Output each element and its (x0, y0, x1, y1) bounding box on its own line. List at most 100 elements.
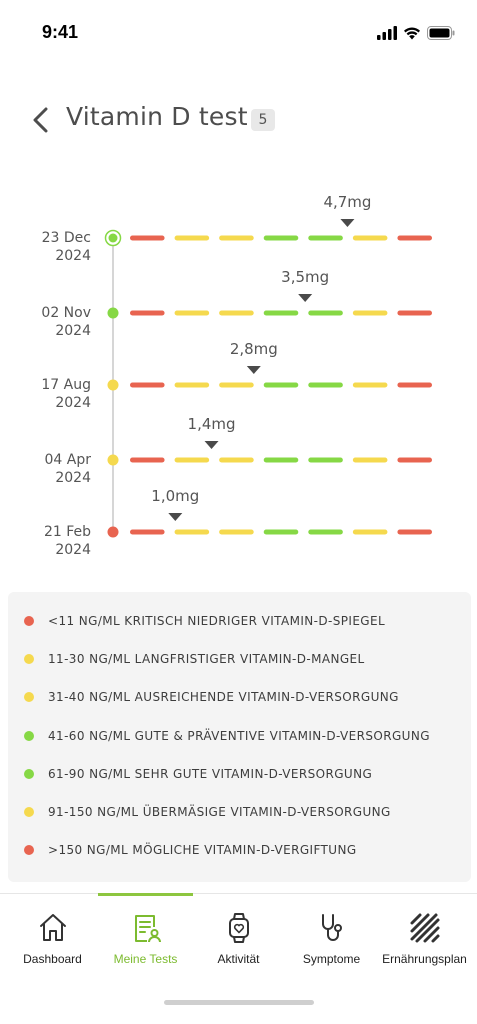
legend-text: <11 NG/ML KRITISCH NIEDRIGER VITAMIN-D-S… (48, 614, 386, 628)
timeline-node (108, 233, 118, 243)
tab-aktivitaet[interactable]: Aktivität (191, 894, 286, 974)
scale-segment-yellow (174, 235, 210, 241)
scale-segment-yellow (174, 310, 210, 316)
test-date: 21 Feb 2024 (31, 523, 91, 559)
tab-symptome[interactable]: Symptome (284, 894, 379, 974)
tab-label: Meine Tests (113, 952, 178, 966)
legend-item: 11-30 NG/ML LANGFRISTIGER VITAMIN-D-MANG… (24, 649, 365, 669)
smartwatch-icon (228, 913, 249, 943)
status-icons (377, 26, 455, 40)
scale-segment-yellow (352, 457, 388, 463)
value-pointer (298, 294, 313, 302)
test-date-year: 2024 (55, 470, 91, 486)
test-date-day: 21 Feb (43, 524, 91, 540)
legend-text: 91-150 NG/ML ÜBERMÄSIGE VITAMIN-D-VERSOR… (48, 805, 391, 819)
test-row[interactable] (107, 513, 433, 538)
tab-label: Dashboard (23, 952, 82, 966)
legend-item: 91-150 NG/ML ÜBERMÄSIGE VITAMIN-D-VERSOR… (24, 802, 391, 822)
nutrition-plan-icon (410, 913, 439, 943)
scale-segment-yellow (352, 235, 388, 241)
test-date-day: 04 Apr (44, 452, 91, 468)
legend-dot (24, 807, 34, 817)
test-value: 3,5mg (281, 268, 330, 286)
legend-text: 11-30 NG/ML LANGFRISTIGER VITAMIN-D-MANG… (48, 652, 365, 667)
scale-segment-yellow (174, 529, 210, 535)
test-date-year: 2024 (55, 542, 91, 558)
legend-item: 61-90 NG/ML SEHR GUTE VITAMIN-D-VERSORGU… (24, 764, 372, 784)
status-time: 9:41 (42, 22, 79, 42)
test-value: 1,4mg (187, 415, 236, 433)
scale-segment-yellow (352, 310, 388, 316)
tab-dashboard[interactable]: Dashboard (5, 894, 100, 974)
scale-segment-green (308, 310, 343, 316)
back-button[interactable] (30, 106, 54, 134)
test-date: 17 Aug 2024 (31, 376, 91, 412)
scale-segment-red (130, 235, 165, 241)
scale-segment-green (263, 529, 299, 535)
test-date-year: 2024 (55, 248, 91, 264)
test-value: 2,8mg (229, 340, 278, 358)
test-report-icon (134, 915, 161, 943)
scale-segment-green (308, 382, 343, 388)
scale-segment-green (308, 457, 343, 463)
scale-segment-red (397, 310, 432, 316)
tab-meine-tests[interactable]: Meine Tests (98, 893, 193, 974)
scale-segment-green (263, 457, 299, 463)
timeline-graphic (104, 219, 433, 538)
tab-label: Ernährungsplan (382, 952, 467, 966)
test-row[interactable] (104, 219, 433, 247)
scale-segment-yellow (174, 382, 210, 388)
scale-segment-yellow (219, 529, 254, 535)
legend-dot (24, 768, 34, 779)
test-date-year: 2024 (55, 323, 91, 339)
scale-segment-red (130, 529, 165, 535)
range-legend: <11 NG/ML KRITISCH NIEDRIGER VITAMIN-D-S… (8, 592, 471, 882)
timeline-node (107, 379, 119, 391)
scale-segment-red (130, 382, 165, 388)
wifi-icon (404, 27, 420, 40)
test-count-badge: 5 (251, 109, 275, 131)
battery-icon (427, 26, 455, 40)
scale-segment-green (263, 382, 299, 388)
legend-text: 61-90 NG/ML SEHR GUTE VITAMIN-D-VERSORGU… (48, 766, 373, 781)
scale-segment-red (397, 382, 432, 388)
home-icon (39, 914, 66, 941)
legend-dot (24, 654, 34, 665)
scale-segment-yellow (219, 310, 254, 316)
timeline-node (107, 454, 119, 466)
value-pointer (168, 513, 183, 521)
chevron-left-icon (33, 107, 48, 133)
status-bar: 9:41 (0, 0, 477, 60)
timeline-node (107, 526, 119, 538)
legend-text: 41-60 NG/ML GUTE & PRÄVENTIVE VITAMIN-D-… (48, 728, 430, 743)
test-date-day: 23 Dec (41, 230, 91, 246)
tab-indicator (5, 893, 100, 896)
test-row[interactable] (107, 441, 433, 466)
test-date-day: 02 Nov (41, 305, 91, 321)
home-indicator (164, 1000, 314, 1005)
scale-segment-yellow (352, 529, 388, 535)
test-date: 04 Apr 2024 (31, 451, 91, 487)
scale-segment-green (308, 529, 343, 535)
scale-segment-red (130, 457, 165, 463)
legend-dot (24, 692, 34, 703)
legend-item: 31-40 NG/ML AUSREICHENDE VITAMIN-D-VERSO… (24, 687, 399, 707)
test-history-timeline: 23 Dec 2024 4,7mg 02 Nov 2024 3,5mg 17 Aug 2024… (0, 180, 477, 580)
test-date-year: 2024 (55, 395, 91, 411)
scale-segment-red (130, 310, 165, 316)
legend-dot (24, 616, 34, 626)
scale-segment-green (308, 235, 343, 241)
test-date: 23 Dec 2024 (31, 229, 91, 265)
legend-item: >150 NG/ML MÖGLICHE VITAMIN-D-VERGIFTUNG (24, 840, 357, 860)
scale-segment-red (397, 529, 432, 535)
test-date-day: 17 Aug (41, 377, 91, 393)
legend-item: 41-60 NG/ML GUTE & PRÄVENTIVE VITAMIN-D-… (24, 726, 430, 746)
tab-ernaehrungsplan[interactable]: Ernährungsplan (377, 894, 472, 974)
scale-segment-yellow (219, 382, 254, 388)
test-row[interactable] (107, 294, 433, 319)
tab-indicator (377, 893, 472, 896)
legend-text: >150 NG/ML MÖGLICHE VITAMIN-D-VERGIFTUNG (48, 843, 357, 858)
value-pointer (204, 441, 219, 449)
cellular-signal-icon (377, 26, 397, 40)
test-row[interactable] (107, 366, 433, 391)
